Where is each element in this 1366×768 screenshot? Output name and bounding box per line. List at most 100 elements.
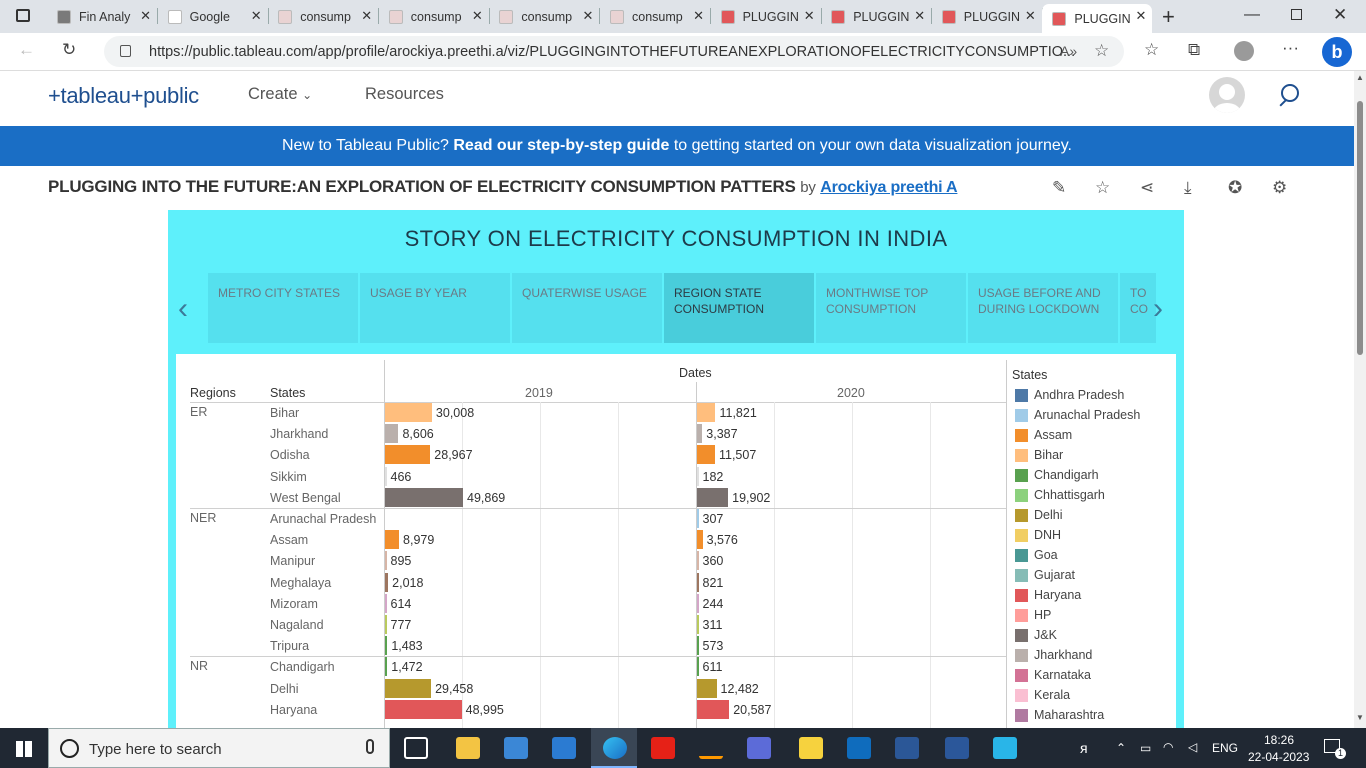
- state-bar[interactable]: [385, 424, 399, 444]
- state-bar[interactable]: [697, 403, 716, 422]
- state-bar[interactable]: [697, 699, 730, 719]
- taskbar-search-box[interactable]: Type here to search: [48, 728, 390, 768]
- nav-create[interactable]: Create ⌄: [248, 85, 312, 104]
- browser-tab[interactable]: consump ✕: [268, 4, 380, 29]
- story-prev-arrow[interactable]: ‹: [178, 292, 188, 325]
- microphone-icon[interactable]: [366, 739, 374, 754]
- story-point-tab[interactable]: REGION STATE CONSUMPTION: [664, 273, 814, 343]
- legend-item[interactable]: Goa: [1015, 548, 1058, 562]
- snowflake-icon[interactable]: [993, 737, 1017, 759]
- flipkart-icon[interactable]: [799, 737, 823, 759]
- state-bar[interactable]: [385, 403, 432, 422]
- add-favorite-icon[interactable]: ☆: [1094, 41, 1110, 60]
- state-bar[interactable]: [697, 572, 699, 592]
- settings-gear-icon[interactable]: ⚙: [1272, 178, 1288, 197]
- legend-item[interactable]: Andhra Pradesh: [1015, 388, 1124, 402]
- scroll-down-icon[interactable]: ▼: [1356, 713, 1364, 722]
- story-next-arrow[interactable]: ›: [1153, 292, 1163, 325]
- refresh-icon[interactable]: ↻: [62, 40, 77, 59]
- legend-item[interactable]: Bihar: [1015, 448, 1063, 462]
- scroll-thumb[interactable]: [1357, 101, 1363, 355]
- browser-tab[interactable]: consump ✕: [489, 4, 601, 29]
- legend-item[interactable]: Assam: [1015, 428, 1072, 442]
- state-bar[interactable]: [697, 445, 715, 465]
- legend-item[interactable]: Kerala: [1015, 688, 1070, 702]
- vpn-icon[interactable]: [895, 737, 919, 759]
- legend-item[interactable]: Jharkhand: [1015, 648, 1092, 662]
- legend-item[interactable]: Chhattisgarh: [1015, 488, 1105, 502]
- tab-close-icon[interactable]: ✕: [361, 8, 373, 23]
- author-link[interactable]: Arockiya preethi A: [820, 179, 958, 196]
- tab-close-icon[interactable]: ✕: [693, 8, 704, 23]
- mail-icon[interactable]: [552, 737, 576, 759]
- state-bar[interactable]: [697, 530, 703, 550]
- legend-item[interactable]: Haryana: [1015, 588, 1081, 602]
- url-bar[interactable]: https://public.tableau.com/app/profile/a…: [104, 36, 1124, 67]
- state-bar[interactable]: [385, 530, 400, 550]
- favorite-star-icon[interactable]: ☆: [1095, 178, 1111, 197]
- collections-icon[interactable]: ⧉: [1188, 40, 1201, 59]
- state-bar[interactable]: [385, 678, 432, 698]
- edit-icon[interactable]: ✎: [1052, 178, 1067, 197]
- browser-tab[interactable]: PLUGGIN ✕: [711, 4, 822, 29]
- tab-close-icon[interactable]: ✕: [1024, 8, 1036, 23]
- tableau-public-logo[interactable]: +tableau+public: [48, 83, 199, 108]
- state-bar[interactable]: [697, 593, 699, 613]
- state-bar[interactable]: [697, 424, 703, 444]
- back-icon[interactable]: ←: [18, 40, 35, 59]
- legend-item[interactable]: J&K: [1015, 628, 1057, 642]
- story-point-tab[interactable]: USAGE BY YEAR: [360, 273, 510, 343]
- more-icon[interactable]: ···: [1282, 38, 1299, 57]
- state-bar[interactable]: [697, 678, 717, 698]
- tab-close-icon[interactable]: ✕: [250, 8, 262, 23]
- new-tab-button[interactable]: +: [1162, 4, 1175, 29]
- state-bar[interactable]: [697, 487, 729, 507]
- legend-item[interactable]: DNH: [1015, 528, 1061, 542]
- tab-close-icon[interactable]: ✕: [471, 8, 483, 23]
- close-window-button[interactable]: ✕: [1333, 5, 1348, 24]
- word-icon[interactable]: [945, 737, 969, 759]
- state-bar[interactable]: [385, 572, 389, 592]
- clock-date[interactable]: 22-04-2023: [1248, 750, 1310, 764]
- tab-close-icon[interactable]: ✕: [803, 8, 815, 23]
- state-bar[interactable]: [697, 466, 699, 486]
- legend-item[interactable]: Arunachal Pradesh: [1015, 408, 1140, 422]
- state-bar[interactable]: [385, 551, 387, 571]
- tab-close-icon[interactable]: ✕: [582, 8, 594, 23]
- state-bar[interactable]: [697, 509, 699, 528]
- search-icon[interactable]: [1281, 84, 1299, 102]
- state-bar[interactable]: [385, 593, 387, 613]
- file-explorer-icon[interactable]: [456, 737, 480, 759]
- language-indicator[interactable]: ENG: [1212, 741, 1239, 755]
- legend-item[interactable]: Delhi: [1015, 508, 1063, 522]
- state-bar[interactable]: [697, 657, 699, 677]
- legend-item[interactable]: Maharashtra: [1015, 708, 1104, 722]
- clock-time[interactable]: 18:26: [1264, 733, 1295, 747]
- story-point-tab[interactable]: MONTHWISE TOP CONSUMPTION: [816, 273, 966, 343]
- browser-tab[interactable]: Google ✕: [158, 4, 269, 29]
- read-aloud-icon[interactable]: A»: [1060, 43, 1078, 59]
- app-hexagon-icon[interactable]: [747, 737, 771, 759]
- outlook-icon[interactable]: [847, 737, 871, 759]
- banner-guide-link[interactable]: Read our step-by-step guide: [453, 137, 670, 154]
- tab-close-icon[interactable]: ✕: [1135, 8, 1147, 23]
- youtube-icon[interactable]: [651, 737, 675, 759]
- lock-icon[interactable]: [120, 45, 131, 57]
- profile-icon[interactable]: [1234, 41, 1254, 61]
- browser-tab[interactable]: PLUGGIN ✕: [932, 4, 1043, 29]
- page-scrollbar[interactable]: ▲ ▼: [1354, 71, 1366, 728]
- windows-start-icon[interactable]: [16, 741, 32, 757]
- story-point-tab[interactable]: USAGE BEFORE AND DURING LOCKDOWN: [968, 273, 1118, 343]
- state-bar[interactable]: [697, 551, 699, 571]
- state-bar[interactable]: [385, 487, 463, 507]
- legend-item[interactable]: Gujarat: [1015, 568, 1075, 582]
- state-bar[interactable]: [385, 615, 387, 634]
- taskbar-search-placeholder[interactable]: Type here to search: [89, 741, 222, 758]
- people-icon[interactable]: ᴙ: [1080, 740, 1088, 756]
- story-point-tab[interactable]: TO CO: [1120, 273, 1156, 343]
- share-icon[interactable]: ⋖: [1140, 178, 1155, 197]
- state-bar[interactable]: [697, 615, 699, 634]
- restore-button[interactable]: [1291, 9, 1302, 20]
- nav-resources[interactable]: Resources: [365, 85, 444, 103]
- minimize-button[interactable]: —: [1244, 6, 1260, 23]
